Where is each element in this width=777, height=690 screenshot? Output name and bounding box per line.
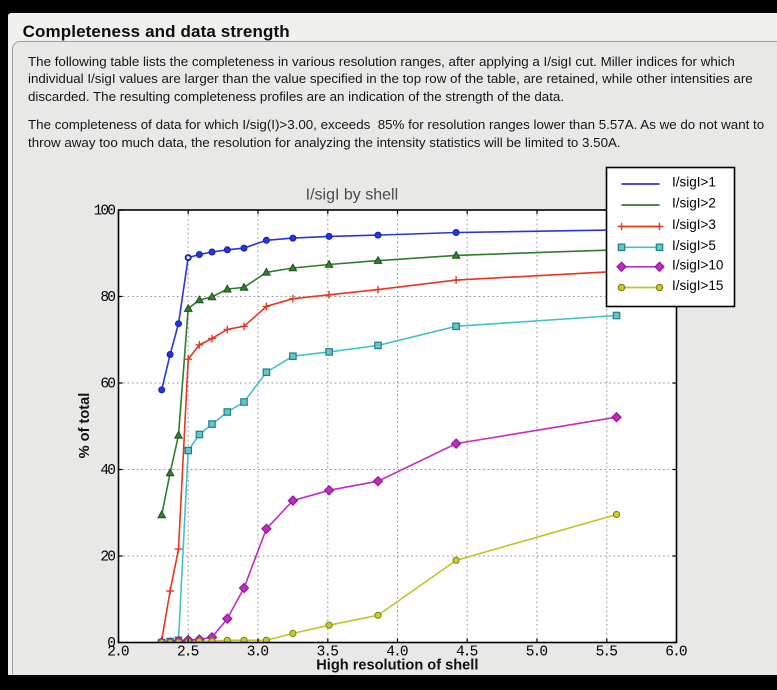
svg-text:I/sigI>10: I/sigI>10 [672, 257, 723, 272]
svg-text:80: 80 [100, 290, 115, 306]
svg-text:I/sigI by shell: I/sigI by shell [306, 187, 398, 204]
svg-text:I/sigI>2: I/sigI>2 [672, 196, 716, 211]
svg-text:2.5: 2.5 [177, 645, 199, 661]
svg-text:40: 40 [100, 463, 115, 479]
svg-text:I/sigI>15: I/sigI>15 [672, 278, 723, 293]
svg-text:% of total: % of total [77, 393, 93, 459]
svg-text:4.0: 4.0 [386, 645, 408, 661]
svg-text:6.0: 6.0 [665, 645, 687, 661]
svg-text:0: 0 [107, 636, 115, 652]
svg-text:I/sigI>3: I/sigI>3 [672, 217, 716, 232]
svg-text:3.0: 3.0 [247, 645, 269, 661]
svg-text:4.5: 4.5 [456, 645, 478, 661]
svg-text:5.5: 5.5 [596, 645, 618, 661]
svg-text:High resolution of shell: High resolution of shell [316, 657, 478, 673]
svg-text:60: 60 [100, 376, 115, 392]
svg-text:100: 100 [94, 203, 116, 219]
svg-text:I/sigI>1: I/sigI>1 [672, 175, 716, 190]
svg-text:2.0: 2.0 [107, 645, 129, 661]
svg-text:20: 20 [100, 549, 115, 565]
svg-text:I/sigI>5: I/sigI>5 [672, 238, 716, 253]
svg-text:5.0: 5.0 [526, 645, 548, 661]
svg-text:3.5: 3.5 [317, 645, 339, 661]
